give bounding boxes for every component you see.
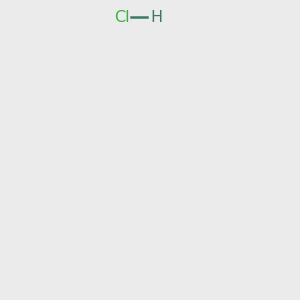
Text: H: H [150,10,162,25]
Text: Cl: Cl [114,10,130,25]
